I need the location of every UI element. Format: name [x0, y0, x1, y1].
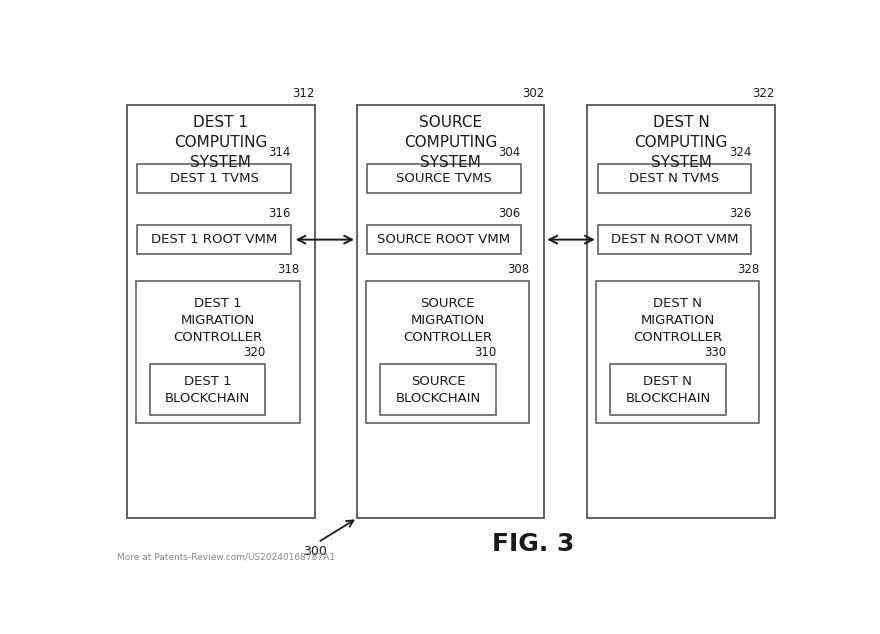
Text: DEST 1
COMPUTING
SYSTEM: DEST 1 COMPUTING SYSTEM — [174, 115, 268, 170]
Text: DEST 1 TVMS: DEST 1 TVMS — [170, 172, 259, 185]
Text: 320: 320 — [243, 346, 266, 359]
Text: 328: 328 — [737, 263, 759, 276]
Text: More at Patents-Review.com/US20240168787A1: More at Patents-Review.com/US20240168787… — [117, 553, 334, 562]
Bar — [127, 105, 315, 518]
Bar — [610, 364, 726, 415]
Bar — [136, 281, 299, 423]
Bar — [150, 364, 266, 415]
Bar — [380, 364, 496, 415]
Text: 326: 326 — [729, 207, 752, 220]
Text: 314: 314 — [268, 146, 290, 159]
Text: 324: 324 — [729, 146, 752, 159]
Text: FIG. 3: FIG. 3 — [492, 532, 574, 556]
Text: 306: 306 — [498, 207, 521, 220]
Text: DEST N TVMS: DEST N TVMS — [629, 172, 720, 185]
Text: 302: 302 — [522, 86, 545, 100]
Text: SOURCE
COMPUTING
SYSTEM: SOURCE COMPUTING SYSTEM — [404, 115, 497, 170]
Bar — [137, 225, 290, 254]
Text: 310: 310 — [473, 346, 496, 359]
Text: 300: 300 — [303, 545, 326, 558]
Text: SOURCE TVMS: SOURCE TVMS — [396, 172, 492, 185]
Text: DEST 1
BLOCKCHAIN: DEST 1 BLOCKCHAIN — [165, 375, 250, 404]
Text: DEST N
BLOCKCHAIN: DEST N BLOCKCHAIN — [626, 375, 710, 404]
Bar — [137, 164, 290, 193]
Text: 318: 318 — [277, 263, 299, 276]
Text: DEST N ROOT VMM: DEST N ROOT VMM — [611, 233, 738, 246]
Text: DEST 1 ROOT VMM: DEST 1 ROOT VMM — [150, 233, 277, 246]
Bar — [367, 225, 521, 254]
Bar — [357, 105, 545, 518]
Text: SOURCE
BLOCKCHAIN: SOURCE BLOCKCHAIN — [395, 375, 480, 404]
Text: 322: 322 — [752, 86, 775, 100]
Bar — [366, 281, 530, 423]
Text: 308: 308 — [507, 263, 530, 276]
Bar — [588, 105, 775, 518]
Text: DEST N
COMPUTING
SYSTEM: DEST N COMPUTING SYSTEM — [634, 115, 728, 170]
Text: SOURCE
MIGRATION
CONTROLLER: SOURCE MIGRATION CONTROLLER — [403, 297, 492, 344]
Text: 304: 304 — [498, 146, 521, 159]
Bar — [598, 225, 752, 254]
Text: 312: 312 — [292, 86, 315, 100]
Text: DEST N
MIGRATION
CONTROLLER: DEST N MIGRATION CONTROLLER — [633, 297, 722, 344]
Bar — [598, 164, 752, 193]
Text: DEST 1
MIGRATION
CONTROLLER: DEST 1 MIGRATION CONTROLLER — [173, 297, 262, 344]
Text: 330: 330 — [704, 346, 726, 359]
Bar — [596, 281, 759, 423]
Text: SOURCE ROOT VMM: SOURCE ROOT VMM — [378, 233, 510, 246]
Text: 316: 316 — [268, 207, 290, 220]
Bar — [367, 164, 521, 193]
